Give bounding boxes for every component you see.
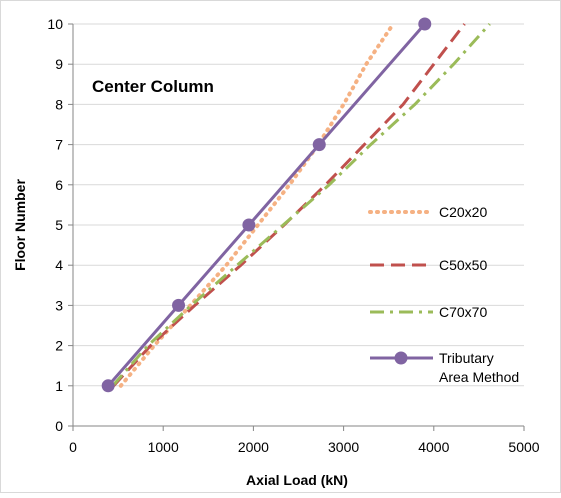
series-4-marker-4 (312, 138, 326, 152)
y-tick-label-5: 5 (55, 217, 63, 233)
legend-label-4: Tributary Area Method (439, 350, 519, 385)
y-tick-label-2: 2 (55, 338, 63, 354)
y-tick-label-8: 8 (55, 96, 63, 112)
x-tick-label-4000: 4000 (418, 439, 449, 455)
y-tick-label-10: 10 (47, 16, 63, 32)
legend-label-3: C70x70 (439, 304, 487, 320)
legend: C20x20 C50x50 C70x70 Tributary Area Method (368, 204, 519, 385)
y-tick-label-9: 9 (55, 56, 63, 72)
y-tick-label-7: 7 (55, 137, 63, 153)
y-tick-label-4: 4 (55, 257, 63, 273)
series-4-marker-3 (242, 218, 256, 232)
y-tick-label-6: 6 (55, 177, 63, 193)
series-4-marker-2 (172, 298, 186, 312)
legend-label-2: C50x50 (439, 257, 487, 273)
axes (68, 23, 525, 431)
x-tick-label-1000: 1000 (148, 439, 179, 455)
series-line-3 (111, 22, 491, 387)
x-tick-label-2000: 2000 (238, 439, 269, 455)
series-4-marker-1 (101, 379, 115, 393)
x-axis-title: Axial Load (kN) (246, 472, 348, 488)
x-tick-label-3000: 3000 (328, 439, 359, 455)
series-lines (101, 17, 491, 393)
x-tick-label-5000: 5000 (508, 439, 539, 455)
y-tick-label-1: 1 (55, 378, 63, 394)
tick-labels: 0 1 2 3 4 5 6 7 8 9 10 0 1000 2000 3000 4000 5000 (47, 16, 539, 455)
x-tick-label-0: 0 (69, 439, 77, 455)
y-tick-label-0: 0 (55, 418, 63, 434)
y-tick-label-3: 3 (55, 297, 63, 313)
grid-lines (73, 23, 524, 387)
y-axis-title: Floor Number (12, 179, 28, 271)
chart-annotation: Center Column (92, 77, 214, 96)
legend-label-1: C20x20 (439, 204, 487, 220)
series-4-marker-5 (418, 17, 432, 31)
legend-marker-4 (394, 351, 408, 365)
